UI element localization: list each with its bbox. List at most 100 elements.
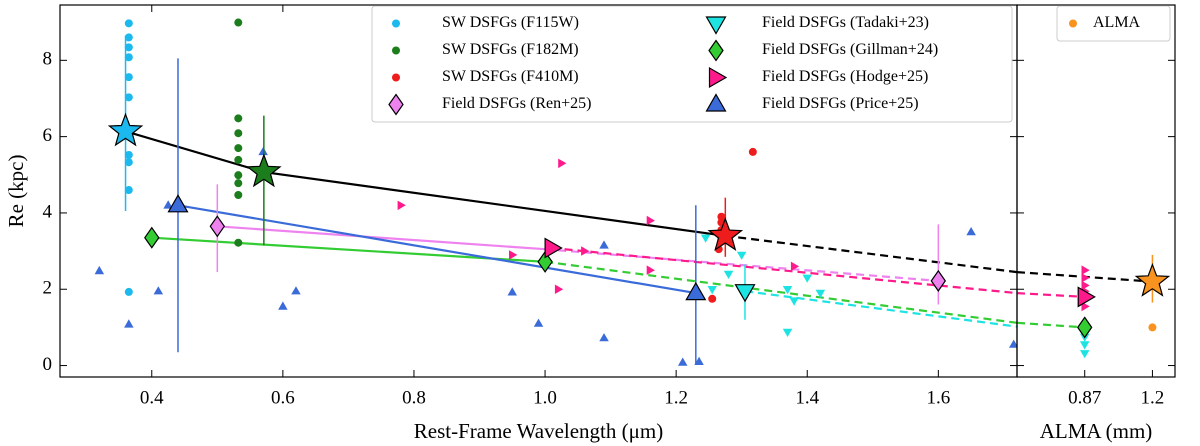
point <box>646 265 655 275</box>
point <box>124 73 133 82</box>
point <box>789 297 799 306</box>
point <box>124 19 133 28</box>
point <box>966 227 976 236</box>
x-tick-label: 1.2 <box>1141 387 1165 408</box>
point <box>723 270 734 279</box>
point <box>124 53 133 62</box>
legend-box <box>1056 5 1171 42</box>
point <box>707 286 717 295</box>
legend-label: SW DSFGs (F115W) <box>442 14 579 31</box>
point <box>163 200 173 209</box>
point <box>599 333 609 342</box>
x-tick-label: 0.87 <box>1068 387 1101 408</box>
legend-marker <box>705 93 727 112</box>
point <box>717 212 726 221</box>
fit-line <box>544 260 1017 324</box>
x-tick-label: 1.4 <box>795 387 819 408</box>
point <box>234 144 243 153</box>
point <box>234 171 243 180</box>
legend-marker <box>392 46 400 55</box>
main-point <box>685 281 707 301</box>
legend-marker <box>705 16 727 35</box>
legend-marker <box>392 19 400 28</box>
point <box>708 294 717 303</box>
main-point <box>544 237 563 259</box>
point <box>234 129 243 138</box>
point <box>581 246 590 256</box>
point <box>1081 265 1090 275</box>
x-tick-label: 0.8 <box>402 387 426 408</box>
point <box>782 328 793 337</box>
legend-label: ALMA <box>1093 14 1141 31</box>
point <box>234 114 243 123</box>
point <box>533 318 544 327</box>
point <box>558 158 567 169</box>
legend-marker <box>388 93 404 116</box>
point <box>94 265 105 275</box>
point <box>124 186 133 195</box>
point <box>1148 323 1157 332</box>
x-tick-label: 1.6 <box>926 387 950 408</box>
fit-line <box>177 204 696 295</box>
panel: 0.4 0.6 0.8 1.0 1.2 1.4 1.6 0 2 4 6 8 Rest-Frame Wav… <box>4 4 1018 443</box>
x-axis-label: Rest-Frame Wavelength (μm) <box>414 419 663 443</box>
x-tick-label: 1.0 <box>533 387 557 408</box>
point <box>124 287 133 296</box>
y-tick-label: 0 <box>43 354 53 375</box>
point <box>1009 339 1017 348</box>
y-tick-label: 4 <box>43 201 53 222</box>
main-point <box>734 284 756 303</box>
fit-line <box>217 225 546 251</box>
fit-line <box>1017 321 1085 329</box>
legend-marker <box>1069 19 1077 28</box>
legend-label: Field DSFGs (Gillman+24) <box>762 41 938 58</box>
y-tick-label: 6 <box>43 125 53 146</box>
point <box>1081 273 1090 283</box>
legend-label: SW DSFGs (F182M) <box>442 41 579 58</box>
main-point <box>930 269 947 292</box>
point <box>291 286 301 295</box>
main-point <box>209 215 226 238</box>
x-tick-label: 0.6 <box>271 387 295 408</box>
point <box>782 286 793 295</box>
x-axis-label: ALMA (mm) <box>1040 419 1153 443</box>
point <box>694 356 704 365</box>
legend-marker <box>708 66 728 89</box>
point <box>124 158 133 167</box>
main-point <box>1076 316 1093 339</box>
point <box>124 33 133 42</box>
main-point <box>1077 286 1096 308</box>
fit-line <box>744 290 1017 328</box>
legend-marker <box>708 39 724 62</box>
point <box>509 250 518 260</box>
legend-label: Field DSFGs (Price+25) <box>762 95 919 112</box>
legend-label: SW DSFGs (F410M) <box>442 68 579 85</box>
main-point <box>107 112 144 147</box>
legend-label: Field DSFGs (Hodge+25) <box>762 68 928 85</box>
point <box>124 43 133 52</box>
main-point <box>537 250 553 273</box>
median-line <box>725 234 1017 274</box>
point <box>748 147 757 156</box>
point <box>554 284 564 294</box>
plot-frame <box>1016 4 1176 378</box>
point <box>278 301 288 310</box>
point <box>802 274 812 283</box>
point <box>1080 350 1090 359</box>
point <box>153 286 164 295</box>
main-point <box>1134 262 1171 297</box>
legend-marker <box>392 73 400 82</box>
point <box>234 155 243 164</box>
point <box>124 319 134 328</box>
panel: 0.87 1.2 ALMA (mm) ALMA <box>1016 4 1176 443</box>
legend-box <box>371 5 1013 123</box>
plot-area <box>1017 254 1171 359</box>
point <box>1080 341 1090 350</box>
point <box>234 179 243 188</box>
main-point <box>167 194 189 213</box>
y-tick-label: 8 <box>43 49 53 70</box>
fit-line <box>1017 292 1085 298</box>
point <box>678 357 688 366</box>
main-point <box>144 226 160 249</box>
